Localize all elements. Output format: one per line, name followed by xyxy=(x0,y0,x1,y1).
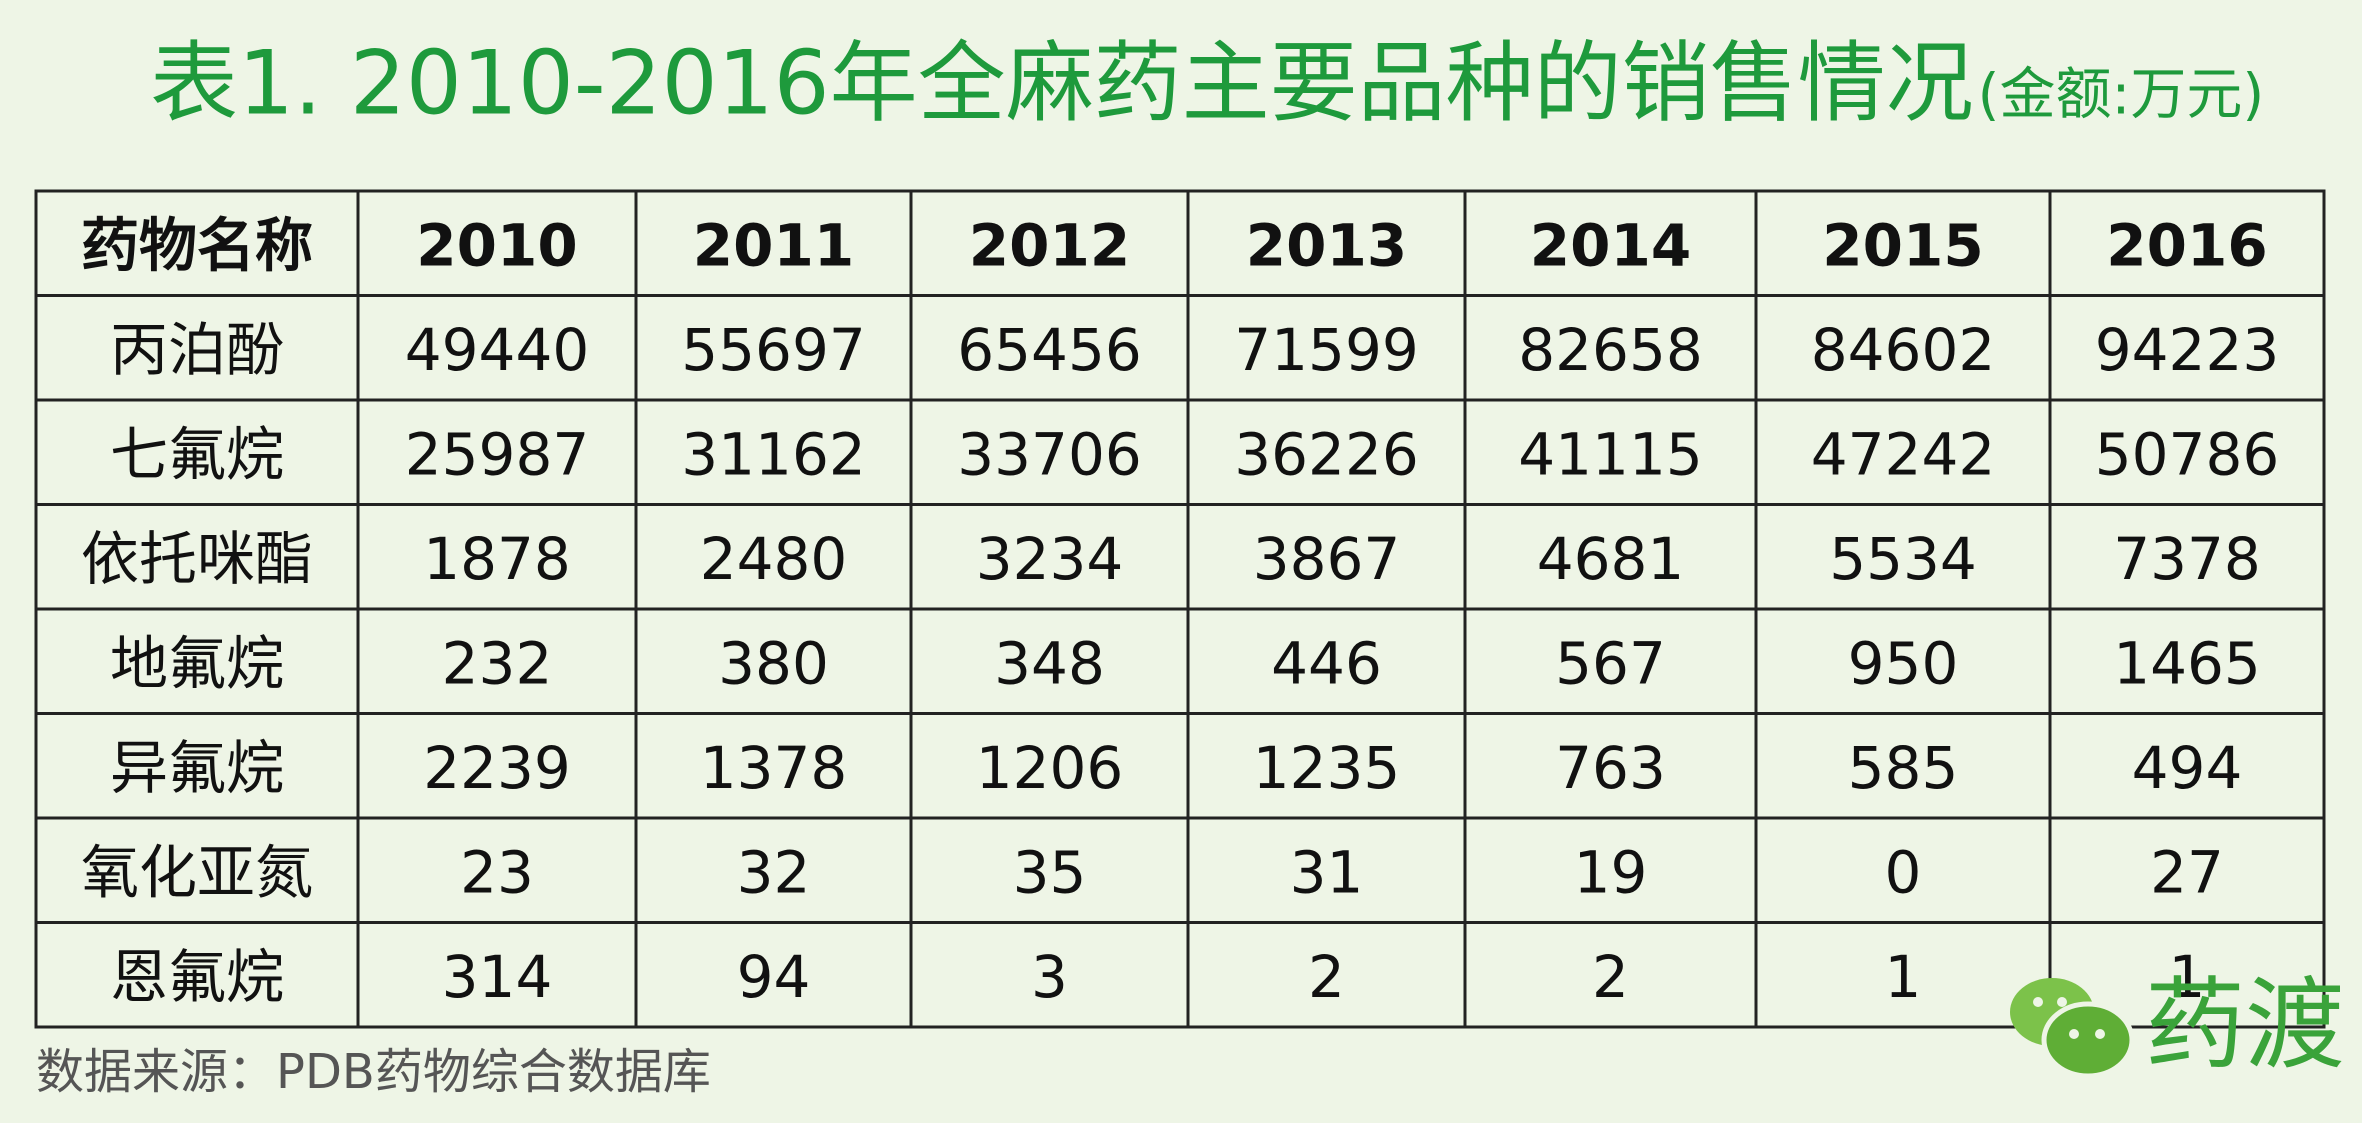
wechat-icon xyxy=(2010,978,2135,1079)
cell: 567 xyxy=(1555,629,1666,697)
cell: 25987 xyxy=(405,420,590,488)
cell: 27 xyxy=(2150,838,2224,906)
cell: 82658 xyxy=(1518,316,1703,384)
cell: 1465 xyxy=(2113,629,2261,697)
cell: 33706 xyxy=(957,420,1142,488)
cell: 47242 xyxy=(1811,420,1996,488)
cell: 446 xyxy=(1271,629,1382,697)
cell: 0 xyxy=(1885,838,1922,906)
cell: 2 xyxy=(1592,943,1629,1011)
cell: 585 xyxy=(1848,734,1959,802)
cell: 314 xyxy=(442,943,553,1011)
cell: 348 xyxy=(994,629,1105,697)
cell: 35 xyxy=(1013,838,1087,906)
row-label: 七氟烷 xyxy=(110,420,284,488)
row-label: 异氟烷 xyxy=(110,734,284,802)
cell: 494 xyxy=(2132,734,2243,802)
cell: 23 xyxy=(460,838,534,906)
cell: 31162 xyxy=(681,420,866,488)
row-label: 氧化亚氮 xyxy=(81,838,313,906)
row-label: 丙泊酚 xyxy=(110,316,284,384)
cell: 32 xyxy=(737,838,811,906)
cell: 36226 xyxy=(1234,420,1419,488)
cell: 7378 xyxy=(2113,525,2261,593)
cell: 232 xyxy=(442,629,553,697)
cell: 50786 xyxy=(2095,420,2280,488)
title: 表1. 2010-2016年全麻药主要品种的销售情况 xyxy=(150,32,1974,135)
cell: 1 xyxy=(1885,943,1922,1011)
column-header: 药物名称 xyxy=(81,211,313,279)
cell: 1206 xyxy=(976,734,1124,802)
column-header: 2014 xyxy=(1530,211,1691,279)
cell: 1 xyxy=(2169,943,2206,1011)
source: 数据来源：PDB药物综合数据库 xyxy=(36,1044,711,1100)
cell: 94223 xyxy=(2095,316,2280,384)
column-header: 2012 xyxy=(969,211,1130,279)
column-header: 2016 xyxy=(2106,211,2267,279)
cell: 1235 xyxy=(1253,734,1401,802)
cell: 1878 xyxy=(423,525,571,593)
row-label: 地氟烷 xyxy=(110,629,284,697)
cell: 3234 xyxy=(976,525,1124,593)
cell: 84602 xyxy=(1811,316,1996,384)
cell: 49440 xyxy=(405,316,590,384)
cell: 19 xyxy=(1574,838,1648,906)
subtitle: (金额:万元) xyxy=(1978,63,2265,128)
cell: 950 xyxy=(1848,629,1959,697)
column-header: 2011 xyxy=(693,211,854,279)
cell: 55697 xyxy=(681,316,866,384)
cell: 763 xyxy=(1555,734,1666,802)
row-label: 恩氟烷 xyxy=(110,943,284,1011)
cell: 94 xyxy=(737,943,811,1011)
cell: 3867 xyxy=(1253,525,1401,593)
cell: 3 xyxy=(1031,943,1068,1011)
cell: 2 xyxy=(1308,943,1345,1011)
cell: 1378 xyxy=(700,734,848,802)
cell: 31 xyxy=(1290,838,1364,906)
logo: 药渡 xyxy=(2145,967,2345,1084)
column-header: 2013 xyxy=(1246,211,1407,279)
column-header: 2015 xyxy=(1822,211,1983,279)
cell: 4681 xyxy=(1537,525,1685,593)
row-label: 依托咪酯 xyxy=(81,525,313,593)
cell: 71599 xyxy=(1234,316,1419,384)
cell: 380 xyxy=(718,629,829,697)
cell: 65456 xyxy=(957,316,1142,384)
column-header: 2010 xyxy=(416,211,577,279)
cell: 2480 xyxy=(700,525,848,593)
cell: 41115 xyxy=(1518,420,1703,488)
cell: 2239 xyxy=(423,734,571,802)
cell: 5534 xyxy=(1829,525,1977,593)
